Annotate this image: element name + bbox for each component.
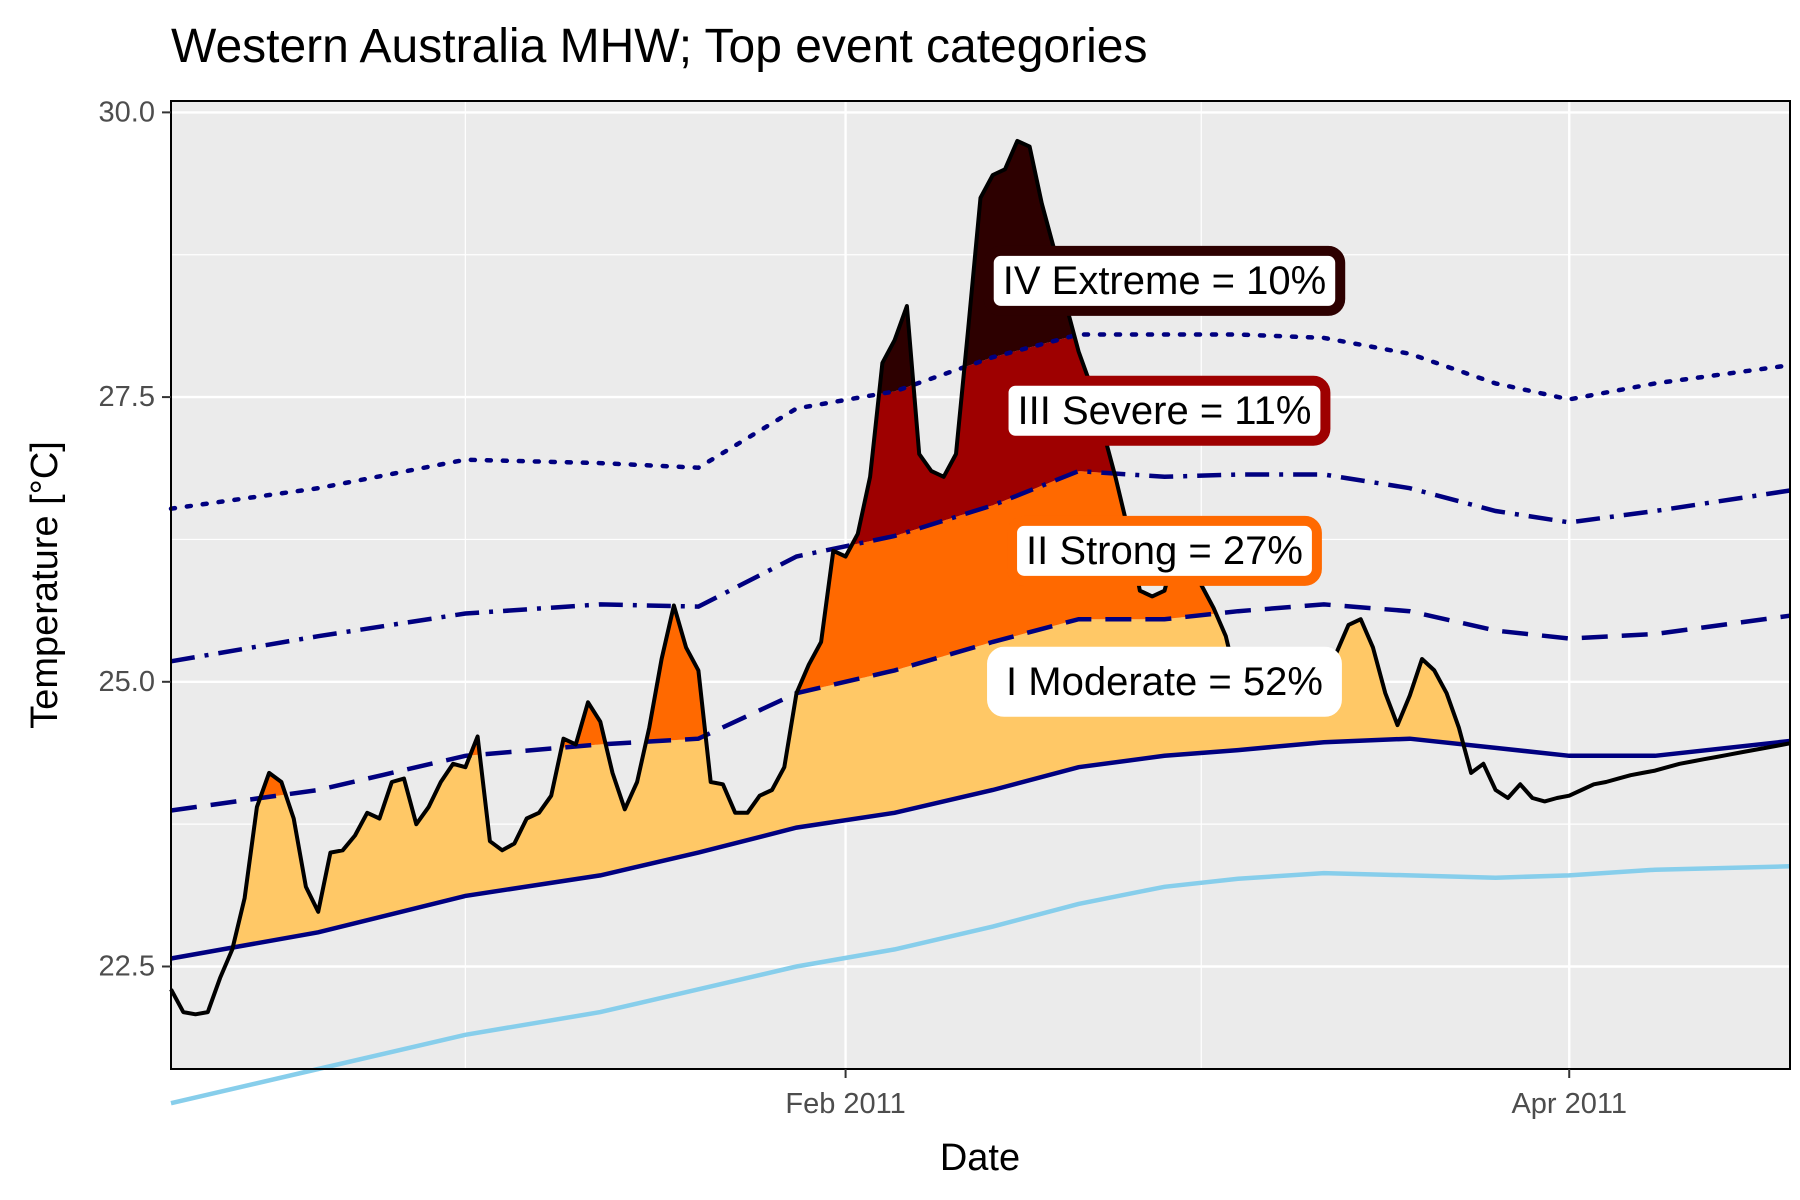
strong-area <box>647 608 706 742</box>
x-tick-label: Feb 2011 <box>785 1088 905 1120</box>
category-labels: I Moderate = 52% II Strong = 27% III Sever… <box>983 245 1346 717</box>
x-axis-title: Date <box>940 1137 1020 1179</box>
y-axis: 22.5 25.0 27.5 30.0 <box>99 96 171 983</box>
chart-title: Western Australia MHW; Top event categor… <box>171 20 1147 73</box>
category-label-moderate: I Moderate = 52% <box>987 646 1342 717</box>
x-axis: Feb 2011 Apr 2011 <box>785 1069 1627 1120</box>
plot-border <box>170 100 1791 1070</box>
category-label-box <box>1007 515 1322 586</box>
category-label-text: III Severe = 11% <box>1018 389 1312 433</box>
category-label-text: I Moderate = 52% <box>1006 660 1323 704</box>
extreme-area <box>879 306 913 394</box>
threshold-line <box>170 736 1791 961</box>
y-tick-label: 25.0 <box>99 666 155 698</box>
category-label-strong: II Strong = 27% <box>1007 515 1322 586</box>
category-label-text: II Strong = 27% <box>1026 529 1303 573</box>
category-label-box <box>983 245 1346 316</box>
category-label-text: IV Extreme = 10% <box>1003 259 1326 303</box>
climatology-line <box>170 864 1791 1106</box>
temperature-line <box>169 138 1791 1017</box>
y-tick-label: 30.0 <box>99 96 155 128</box>
series-lines <box>168 138 1793 1106</box>
x-tick-label: Apr 2011 <box>1511 1088 1627 1120</box>
category-label-severe: III Severe = 11% <box>998 375 1331 446</box>
category-label-box <box>987 646 1342 717</box>
moderate-threshold-line <box>170 602 1791 813</box>
strong-threshold-line <box>170 468 1791 664</box>
category-label-box <box>998 375 1331 446</box>
severe-threshold-line <box>168 332 1793 511</box>
category-label-extreme: IV Extreme = 10% <box>983 245 1346 316</box>
y-axis-title: Temperature [°C] <box>24 441 66 729</box>
y-tick-label: 22.5 <box>99 951 155 983</box>
y-tick-label: 27.5 <box>99 381 155 413</box>
